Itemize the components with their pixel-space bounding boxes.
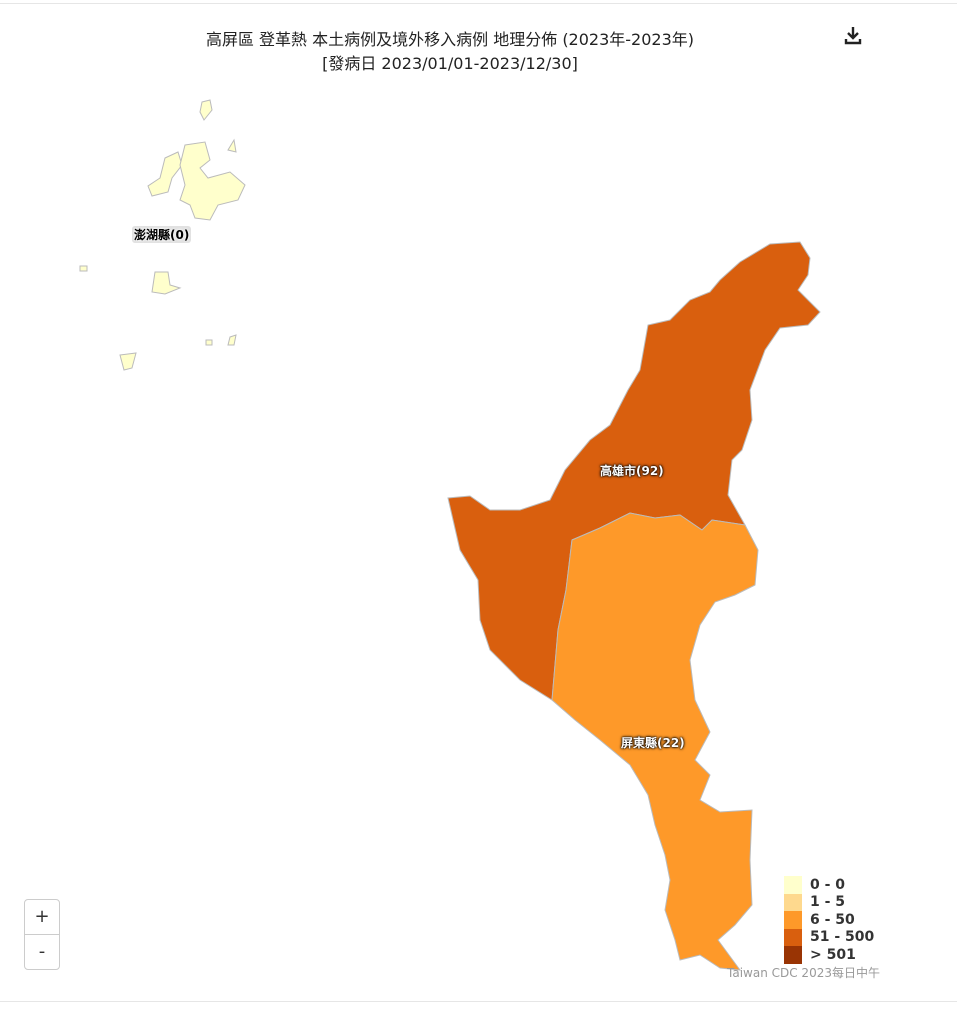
credit-text: Taiwan CDC 2023每日中午 bbox=[727, 966, 880, 980]
label-penghu: 澎湖縣(0) bbox=[132, 226, 192, 243]
title-line-1: 高屏區 登革熱 本土病例及境外移入病例 地理分佈 (2023年-2023年) bbox=[205, 30, 695, 49]
zoom-in-button[interactable]: + bbox=[34, 906, 50, 927]
legend-swatch bbox=[784, 876, 802, 894]
zoom-control: + - bbox=[24, 899, 60, 970]
legend-swatch bbox=[784, 928, 802, 946]
zoom-out-button[interactable]: - bbox=[25, 934, 59, 969]
bottom-divider bbox=[0, 1001, 957, 1002]
map-title: 高屏區 登革熱 本土病例及境外移入病例 地理分佈 (2023年-2023年) [… bbox=[0, 28, 900, 76]
legend-swatch bbox=[784, 911, 802, 929]
legend-item: 51 - 500 bbox=[784, 928, 875, 946]
label-pingtung: 屏東縣(22) bbox=[621, 736, 685, 750]
legend-label: 51 - 500 bbox=[810, 929, 875, 946]
legend-label: 1 - 5 bbox=[810, 894, 846, 911]
title-line-2: [發病日 2023/01/01-2023/12/30] bbox=[322, 54, 578, 73]
legend-item: > 501 bbox=[784, 946, 874, 964]
legend-item: 6 - 50 bbox=[784, 911, 874, 929]
region-penghu[interactable] bbox=[79, 99, 246, 371]
legend-label: 6 - 50 bbox=[810, 911, 855, 928]
legend-swatch bbox=[784, 893, 802, 911]
legend-item: 0 - 0 bbox=[784, 876, 874, 894]
download-button[interactable] bbox=[842, 24, 864, 46]
legend-item: 1 - 5 bbox=[784, 893, 874, 911]
label-kaohsiung: 高雄市(92) bbox=[600, 464, 664, 478]
legend-label: 0 - 0 bbox=[810, 876, 846, 893]
legend-swatch bbox=[784, 946, 802, 964]
region-pingtung[interactable] bbox=[551, 512, 759, 971]
top-divider bbox=[0, 3, 957, 4]
legend-label: > 501 bbox=[810, 946, 856, 963]
download-icon bbox=[844, 27, 862, 45]
